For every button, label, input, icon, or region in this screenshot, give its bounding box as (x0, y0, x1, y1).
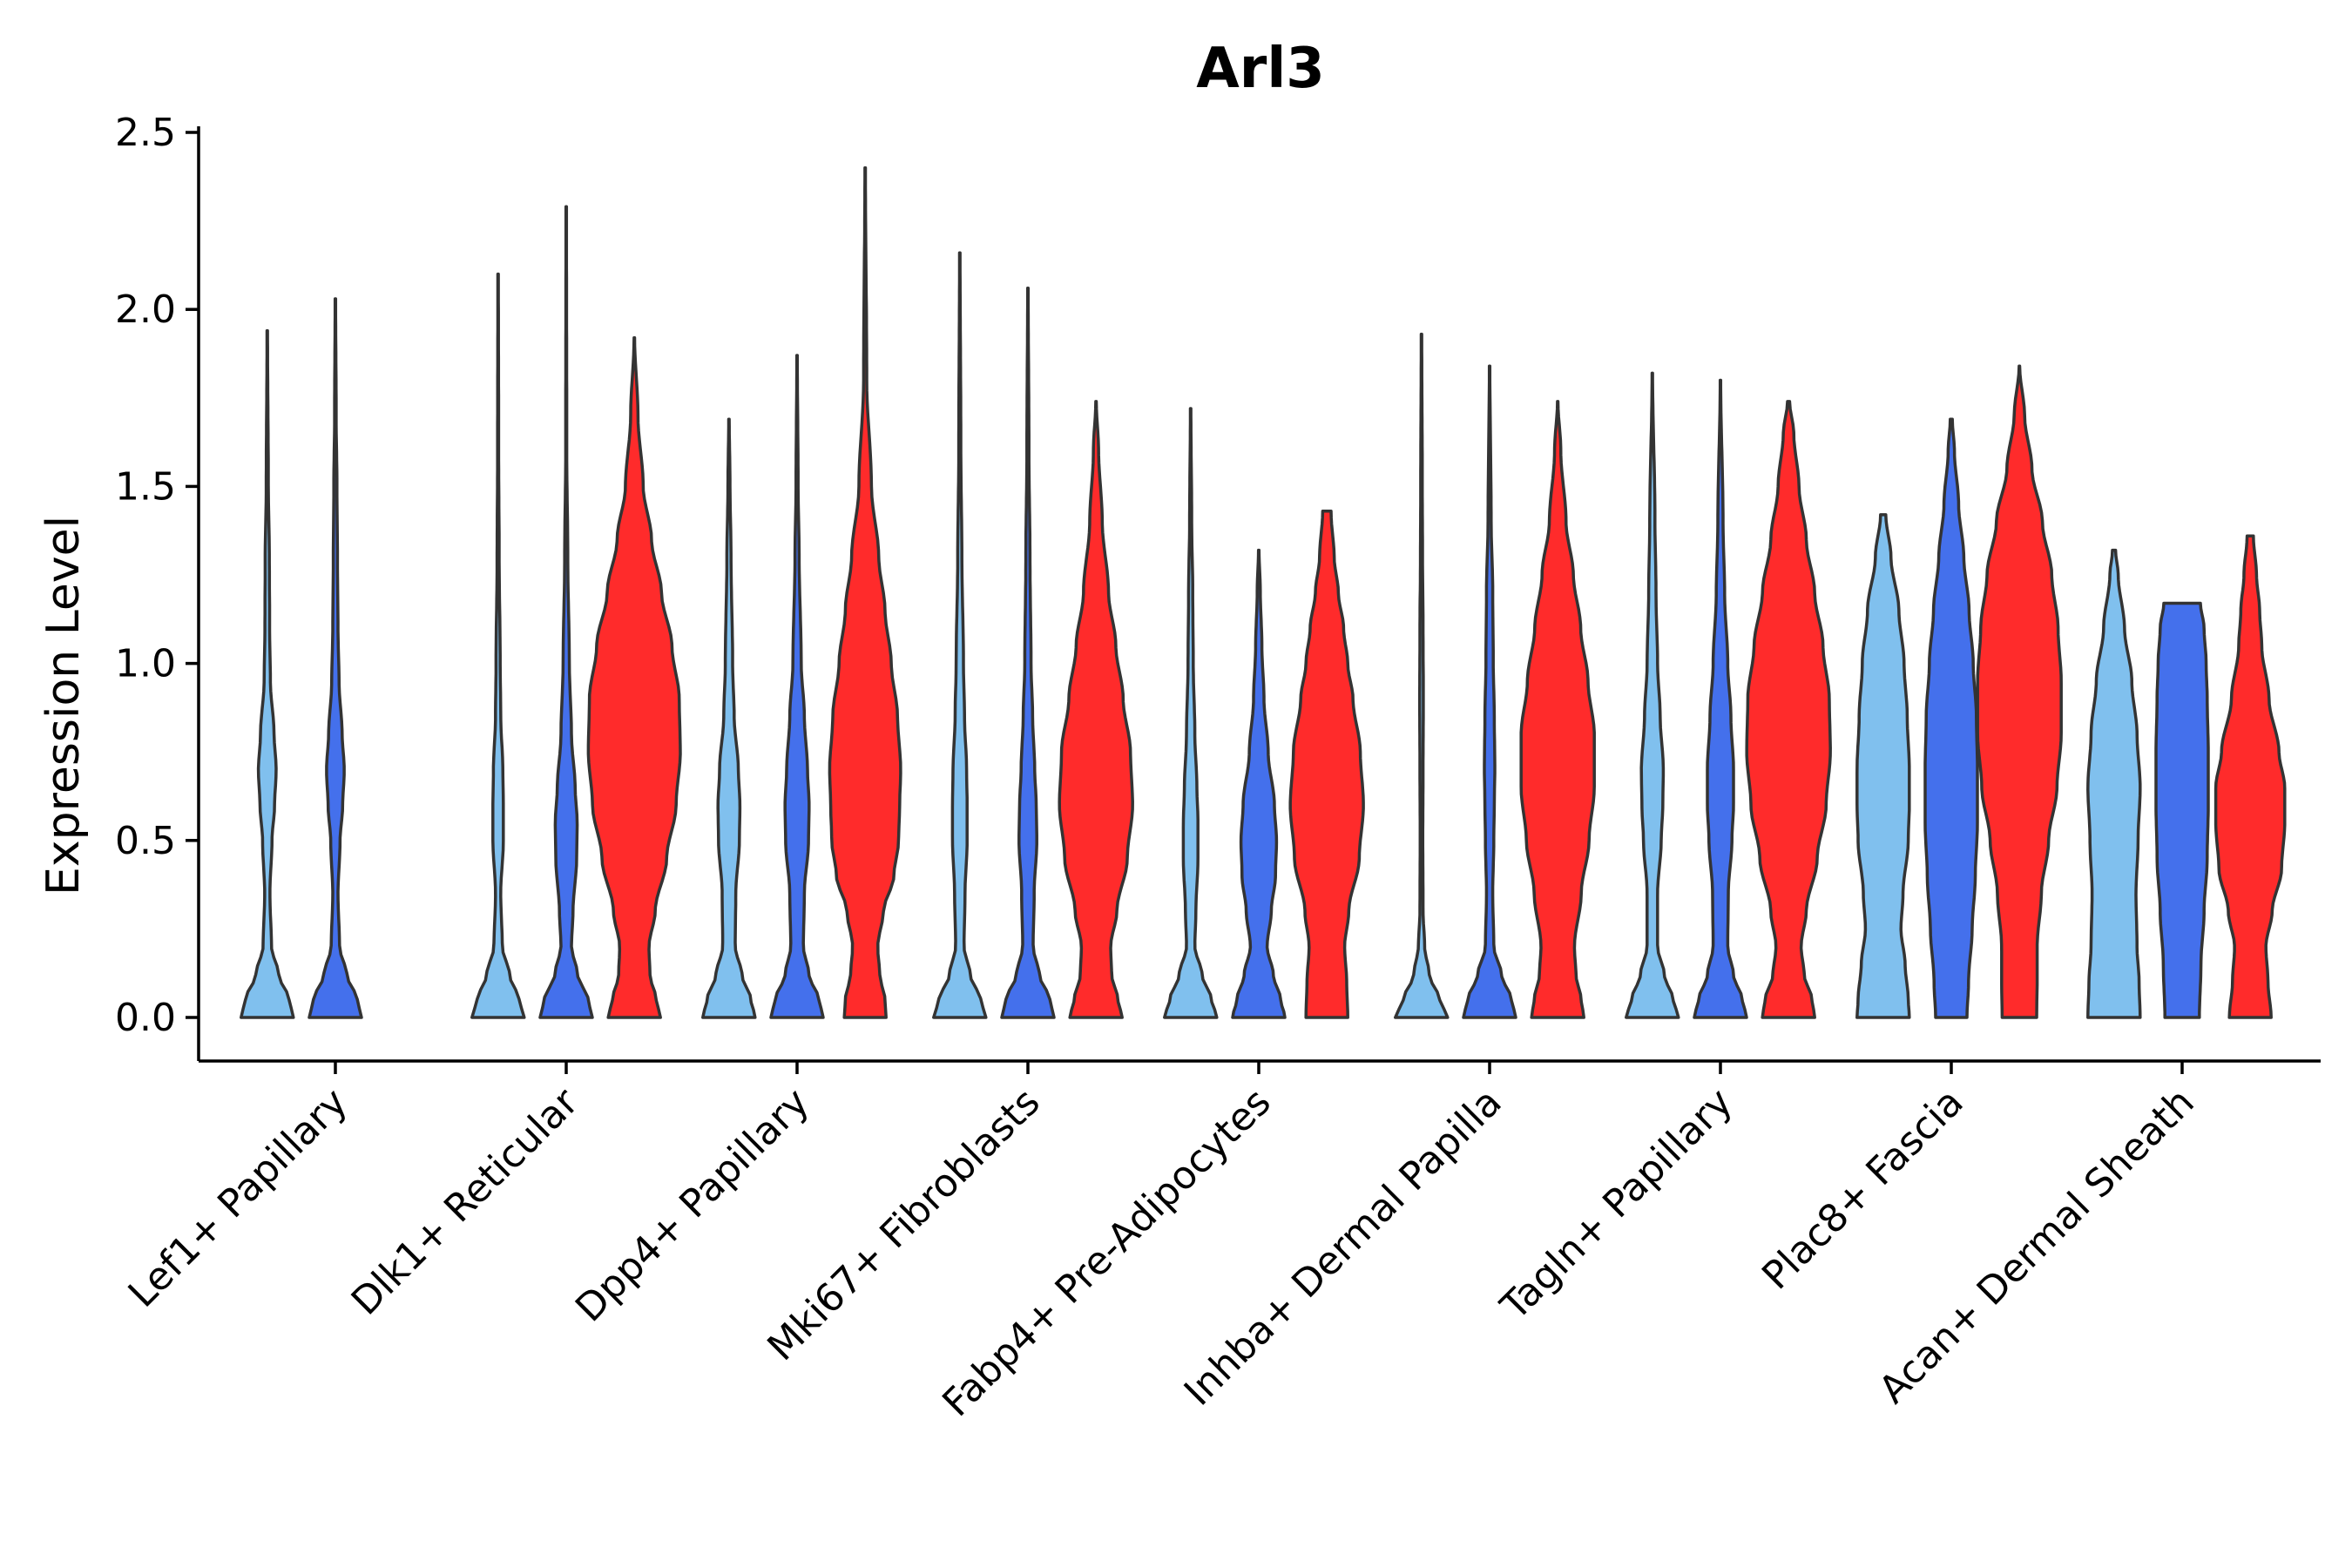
violin-plac8-fascia-group3 (1976, 364, 2063, 1019)
violin-inhba-dermal-papilla-group3 (1519, 400, 1596, 1019)
y-tick-label: 0.5 (115, 819, 176, 863)
violin-layer (240, 166, 2287, 1019)
violin-dlk1-reticular-group2 (538, 205, 594, 1019)
violin-dpp4-papillary-group3 (828, 166, 902, 1019)
violin-mki67-fibroblasts-group1 (932, 251, 988, 1019)
chart-title: Arl3 (1196, 37, 1325, 101)
y-tick-label: 0.0 (115, 996, 176, 1040)
violin-plac8-fascia-group1 (1855, 513, 1911, 1019)
x-tick-label-tagln-papillary: Tagln+ Papillary (1492, 1080, 1741, 1329)
violin-acan-dermal-sheath-group3 (2213, 534, 2287, 1019)
violin-fabp4-pre-adipocytes-group2 (1231, 548, 1287, 1019)
y-axis-label: Expression Level (37, 516, 90, 896)
x-tick-label-dpp4-papillary: Dpp4+ Papillary (567, 1080, 818, 1331)
violin-inhba-dermal-papilla-group1 (1394, 332, 1450, 1019)
x-tick-label-lef1-papillary: Lef1+ Papillary (120, 1080, 356, 1316)
violin-plac8-fascia-group2 (1923, 417, 1979, 1019)
x-tick-label-plac8-fascia: Plac8+ Fascia (1754, 1080, 1972, 1299)
violin-dpp4-papillary-group1 (701, 417, 757, 1019)
violin-dpp4-papillary-group2 (769, 354, 825, 1019)
violin-mki67-fibroblasts-group3 (1058, 400, 1134, 1019)
violin-tagln-papillary-group3 (1745, 400, 1832, 1019)
violin-tagln-papillary-group2 (1693, 378, 1748, 1019)
violin-acan-dermal-sheath-group1 (2086, 548, 2142, 1019)
violin-acan-dermal-sheath-group2 (2154, 601, 2210, 1019)
violin-dlk1-reticular-group1 (470, 272, 526, 1019)
violin-tagln-papillary-group1 (1625, 371, 1680, 1019)
y-tick-label: 2.0 (115, 287, 176, 332)
violin-fabp4-pre-adipocytes-group1 (1163, 407, 1219, 1019)
violin-dlk1-reticular-group3 (586, 335, 682, 1019)
y-tick-label: 1.5 (115, 464, 176, 509)
y-tick-label: 2.5 (115, 111, 176, 155)
y-ticks: 0.0 0.5 1.0 1.5 2.0 2.5 (115, 111, 199, 1040)
violin-lef1-papillary-group2 (308, 297, 363, 1019)
violin-mki67-fibroblasts-group2 (1000, 287, 1056, 1019)
y-tick-label: 1.0 (115, 642, 176, 686)
x-tick-label-dlk1-reticular: Dlk1+ Reticular (343, 1079, 588, 1324)
violin-inhba-dermal-papilla-group2 (1462, 364, 1517, 1019)
violin-lef1-papillary-group1 (240, 328, 295, 1019)
violin-fabp4-pre-adipocytes-group3 (1288, 510, 1365, 1019)
